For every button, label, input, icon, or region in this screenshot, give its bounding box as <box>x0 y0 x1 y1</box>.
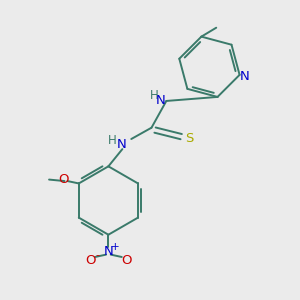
Text: +: + <box>111 242 119 252</box>
Text: N: N <box>240 70 250 83</box>
Text: S: S <box>185 132 194 145</box>
Text: H: H <box>108 134 117 147</box>
Text: N: N <box>116 138 126 152</box>
Text: N: N <box>156 94 166 107</box>
Text: O: O <box>85 254 96 267</box>
Text: O: O <box>121 254 131 267</box>
Text: O: O <box>58 173 69 186</box>
Text: H: H <box>149 89 158 102</box>
Text: N: N <box>103 244 113 258</box>
Text: -: - <box>95 250 99 260</box>
